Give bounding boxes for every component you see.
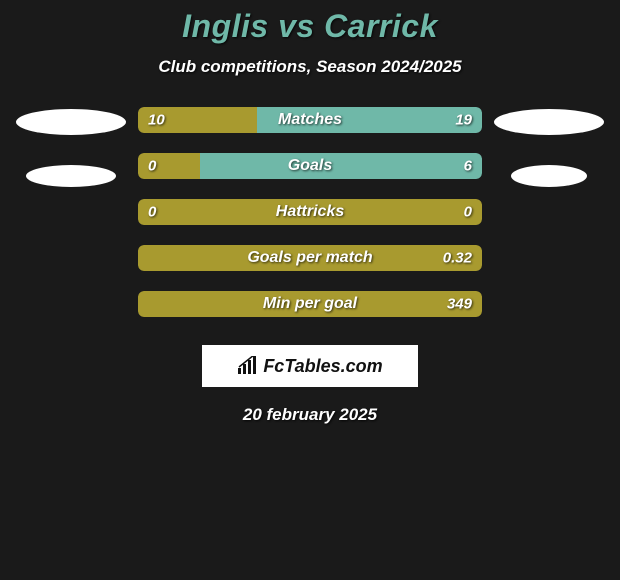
stat-row: 10 19 Matches [138,107,482,133]
stat-label: Hattricks [276,203,344,221]
stat-right-value: 349 [447,296,472,313]
right-player-marker-1 [494,109,604,135]
source-logo: FcTables.com [202,345,418,387]
page-title: Inglis vs Carrick [182,8,438,45]
source-logo-text: FcTables.com [263,356,382,377]
stat-label: Min per goal [263,295,357,313]
stat-right-value: 6 [464,158,472,175]
snapshot-date: 20 february 2025 [243,405,377,425]
left-player-marker-2 [26,165,116,187]
stat-row: 0 6 Goals [138,153,482,179]
stat-label: Goals [288,157,332,175]
page-subtitle: Club competitions, Season 2024/2025 [158,57,461,77]
right-player-marker-2 [511,165,587,187]
stat-row: 349 Min per goal [138,291,482,317]
right-player-col [494,107,604,187]
stat-label: Goals per match [247,249,372,267]
stat-right-value: 0 [464,204,472,221]
stats-area: 10 19 Matches 0 6 Goals 0 0 Hattricks 0.32 Goals p… [0,107,620,317]
stat-left-value: 0 [148,158,156,175]
stat-row: 0 0 Hattricks [138,199,482,225]
left-player-col [16,107,126,187]
stat-right-fill [200,153,482,179]
chart-icon [237,356,259,376]
stat-row: 0.32 Goals per match [138,245,482,271]
stat-right-value: 0.32 [443,250,472,267]
stat-left-value: 10 [148,112,165,129]
left-player-marker-1 [16,109,126,135]
stat-left-value: 0 [148,204,156,221]
stat-right-value: 19 [455,112,472,129]
stat-label: Matches [278,111,342,129]
comparison-bars: 10 19 Matches 0 6 Goals 0 0 Hattricks 0.32 Goals p… [138,107,482,317]
